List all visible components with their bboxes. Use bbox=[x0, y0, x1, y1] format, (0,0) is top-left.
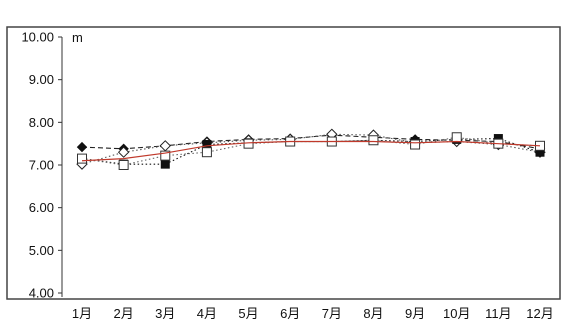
y-tick-label: 5.00 bbox=[29, 243, 54, 258]
x-tick-label: 4月 bbox=[197, 306, 217, 321]
y-unit-label: m bbox=[72, 30, 83, 45]
x-tick-label: 9月 bbox=[405, 306, 425, 321]
data-point bbox=[117, 146, 130, 158]
x-tick-label: 7月 bbox=[322, 306, 342, 321]
x-tick-label: 1月 bbox=[72, 306, 92, 321]
x-tick-label: 2月 bbox=[114, 306, 134, 321]
x-tick-label: 5月 bbox=[238, 306, 258, 321]
data-point bbox=[76, 141, 88, 153]
x-tick-label: 12月 bbox=[526, 306, 553, 321]
data-point bbox=[410, 139, 421, 150]
data-point bbox=[451, 132, 462, 143]
series-line bbox=[81, 140, 541, 162]
y-tick-label: 6.00 bbox=[29, 200, 54, 215]
y-tick-label: 7.00 bbox=[29, 158, 54, 173]
data-point bbox=[77, 153, 87, 164]
data-point bbox=[201, 147, 212, 158]
series-line bbox=[81, 134, 541, 150]
y-tick-label: 9.00 bbox=[29, 72, 54, 87]
x-axis-ticks: 1月 2月 3月 4月 5月 6月 7月 8月 9月 10月 11月 12月 bbox=[72, 306, 554, 321]
series-layer bbox=[76, 128, 546, 170]
x-tick-label: 3月 bbox=[155, 306, 175, 321]
data-point bbox=[118, 160, 129, 170]
y-axis-ticks: 4.00 5.00 6.00 7.00 8.00 9.00 10.00 bbox=[21, 30, 62, 301]
plot-frame bbox=[6, 26, 561, 300]
x-tick-label: 8月 bbox=[363, 306, 383, 321]
x-tick-label: 6月 bbox=[280, 306, 300, 321]
y-tick-label: 10.00 bbox=[21, 30, 54, 45]
data-point bbox=[160, 150, 171, 161]
data-point bbox=[160, 159, 170, 169]
x-tick-label: 10月 bbox=[443, 306, 470, 321]
x-tick-label: 11月 bbox=[485, 306, 512, 321]
series-line bbox=[81, 137, 541, 165]
data-point bbox=[368, 135, 379, 146]
series-5 bbox=[81, 140, 541, 162]
series-line bbox=[81, 136, 541, 166]
y-tick-label: 8.00 bbox=[29, 115, 54, 130]
data-point bbox=[243, 138, 254, 149]
y-tick-label: 4.00 bbox=[29, 286, 54, 301]
